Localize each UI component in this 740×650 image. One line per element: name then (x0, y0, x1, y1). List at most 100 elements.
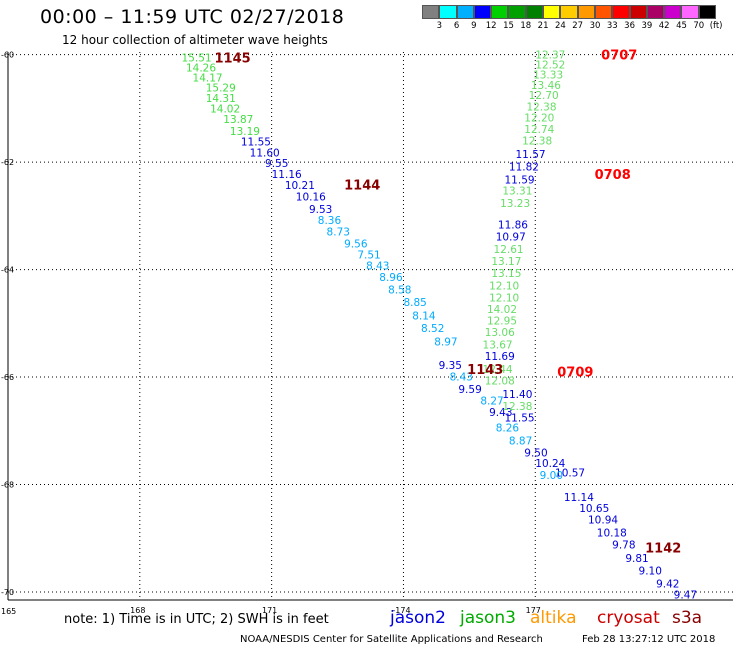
wave-height-label: 14.26 (186, 63, 216, 75)
wave-height-label: 12.95 (487, 316, 517, 328)
wave-height-label: 12.38 (526, 101, 556, 113)
color-swatch (612, 5, 630, 19)
wave-height-label: 8.96 (379, 272, 403, 284)
color-swatch (560, 5, 578, 19)
wave-height-label: 10.24 (535, 458, 565, 470)
wave-height-label: 11.16 (272, 169, 302, 181)
wave-height-label: 12.37 (535, 50, 565, 62)
color-scale-legend: 3 6 9 12 15 18 21 24 27 30 33 36 39 42 45 70 (ft) (422, 5, 723, 33)
wave-height-label: 15.29 (206, 82, 236, 94)
x-tick-label: 165 (1, 607, 16, 616)
wave-height-label: 14.02 (210, 103, 240, 115)
wave-height-label: 11.82 (509, 161, 539, 173)
color-scale-label: 18 (520, 21, 532, 31)
color-scale-label: 42 (658, 21, 670, 31)
wave-height-label: 14.17 (193, 72, 223, 84)
wave-height-label: 12.70 (529, 90, 559, 102)
wave-height-label: 10.97 (496, 231, 526, 243)
wave-height-label: 13.33 (533, 70, 563, 82)
wave-height-label: 11.69 (485, 351, 515, 363)
wave-height-label: 12.52 (535, 59, 565, 71)
wave-height-label: 9.35 (439, 360, 462, 372)
wave-height-label: 8.87 (509, 435, 532, 447)
wave-height-label: 12.20 (524, 113, 554, 125)
wave-height-label: 9.00 (540, 470, 563, 482)
wave-height-label: 8.43 (366, 260, 389, 272)
satellite-name-jason2: jason2 (390, 608, 446, 628)
color-swatch (473, 5, 492, 19)
wave-height-label: 10.21 (285, 180, 315, 192)
wave-height-label: 8.43 (450, 372, 473, 384)
color-swatch (439, 5, 457, 19)
satellite-name-s3a: s3a (672, 608, 703, 628)
wave-height-label: 12.38 (522, 136, 552, 148)
pass-time-label: 1144 (344, 179, 380, 194)
wave-height-label: 9.47 (674, 590, 697, 602)
wave-height-label: 9.81 (625, 553, 648, 565)
color-scale-label: 27 (572, 21, 584, 31)
color-swatch (681, 5, 699, 19)
color-swatch (508, 5, 526, 19)
wave-height-label: 9.59 (458, 384, 481, 396)
wave-height-label: 11.60 (250, 147, 280, 159)
color-scale-label: 70 (693, 21, 705, 31)
wave-height-label: 7.51 (357, 250, 380, 262)
color-swatch (664, 5, 682, 19)
wave-height-label: 8.36 (318, 215, 342, 227)
wave-height-label: 13.87 (223, 114, 253, 126)
wave-height-label: 8.52 (421, 323, 444, 335)
wave-height-label: 10.57 (555, 468, 585, 480)
color-scale-label: 24 (554, 21, 566, 31)
color-swatch (491, 5, 509, 19)
wave-height-label: 11.55 (505, 412, 535, 424)
color-scale-label: 15 (503, 21, 514, 31)
wave-height-label: 8.14 (412, 310, 436, 322)
wave-height-label: 9.42 (656, 578, 679, 590)
wave-height-label: 13.31 (502, 186, 532, 198)
wave-height-label: 11.40 (502, 389, 532, 401)
wave-height-label: 8.58 (388, 284, 411, 296)
x-tick-label: 168 (130, 606, 145, 615)
color-scale-labels: 3 6 9 12 15 18 21 24 27 30 33 36 39 42 45 70 (ft) (422, 19, 723, 33)
chart-subtitle: 12 hour collection of altimeter wave hei… (62, 33, 328, 47)
wave-height-label: 12.74 (524, 124, 554, 136)
wave-height-label: 9.78 (612, 540, 635, 552)
chart-title: 00:00 – 11:59 UTC 02/27/2018 (40, 6, 345, 28)
wave-height-label: 13.46 (531, 80, 561, 92)
color-swatch (594, 5, 613, 19)
color-swatch (698, 5, 717, 19)
color-scale-label: 9 (471, 21, 477, 31)
color-scale-label: 6 (453, 21, 460, 31)
wave-height-label: 10.65 (579, 503, 609, 515)
wave-height-label: 14.31 (206, 93, 236, 105)
wave-height-label: 12.38 (502, 401, 532, 413)
color-scale-label: 39 (641, 21, 653, 31)
y-tick-label: -60 (1, 51, 14, 60)
color-scale-label: 36 (624, 21, 636, 31)
x-tick-label: 171 (262, 606, 277, 615)
wave-height-label: 10.94 (588, 514, 618, 526)
y-tick-label: -66 (1, 373, 14, 382)
wave-height-label: 13.17 (491, 256, 521, 268)
wave-height-label: 12.44 (483, 364, 513, 376)
color-scale-swatches (422, 5, 717, 19)
wave-height-label: 12.08 (485, 375, 515, 387)
wave-height-label: 12.61 (494, 244, 524, 256)
pass-time-label: 0708 (595, 168, 631, 183)
color-swatch (629, 5, 647, 19)
color-scale-label: 12 (485, 21, 497, 31)
color-scale-label: 33 (606, 21, 618, 31)
y-tick-label: -70 (1, 588, 14, 597)
color-swatch (543, 5, 561, 19)
y-tick-label: -62 (1, 158, 14, 167)
wave-height-label: 9.53 (309, 204, 332, 216)
y-tick-label: -64 (1, 266, 14, 275)
wave-height-label: 11.59 (505, 174, 535, 186)
pass-time-label: 0707 (601, 49, 637, 64)
color-swatch (577, 5, 595, 19)
satellite-name-jason3: jason3 (460, 608, 516, 628)
pass-time-label: 1143 (467, 363, 503, 378)
wave-height-label: 11.55 (241, 137, 271, 149)
wave-height-label: 9.56 (344, 238, 368, 250)
